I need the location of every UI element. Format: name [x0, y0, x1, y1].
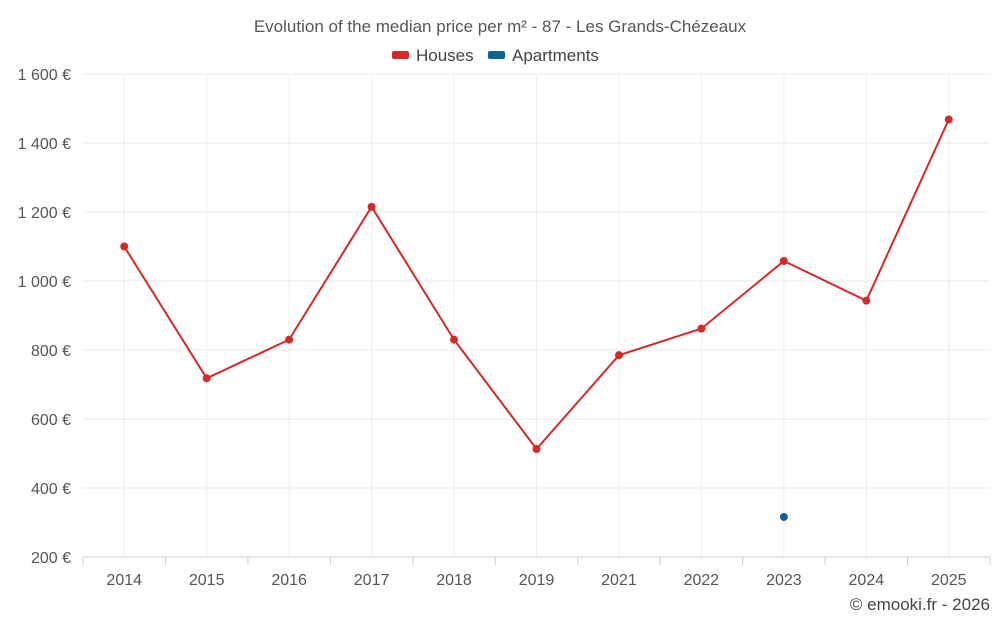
x-tick-label: 2017: [354, 572, 390, 589]
x-tick-label: 2018: [436, 572, 472, 589]
x-tick-label: 2023: [766, 572, 802, 589]
data-point-houses-2024[interactable]: [862, 296, 871, 305]
y-tick-label: 200 €: [31, 550, 71, 567]
x-axis: 2014 2015 2016 2017 2018 2019 2021 2022 2023 2024…: [82, 556, 991, 589]
data-point-apartments-2023[interactable]: [779, 512, 788, 521]
x-tick-label: 2015: [189, 572, 225, 589]
x-tick-label: 2021: [601, 572, 637, 589]
x-tick-label: 2016: [271, 572, 307, 589]
x-tick-label: 2024: [849, 572, 885, 589]
y-tick-label: 400 €: [31, 481, 71, 498]
data-point-houses-2018[interactable]: [450, 335, 459, 344]
data-point-houses-2014[interactable]: [120, 242, 129, 251]
data-point-houses-2025[interactable]: [944, 115, 953, 124]
y-tick-label: 1 400 €: [18, 136, 71, 153]
y-tick-label: 800 €: [31, 343, 71, 360]
legend-swatch-apartments: [488, 51, 505, 59]
data-point-houses-2022[interactable]: [697, 324, 706, 333]
x-tick-label: 2019: [519, 572, 555, 589]
data-point-houses-2016[interactable]: [285, 335, 294, 344]
data-point-houses-2015[interactable]: [202, 374, 211, 383]
x-tick-label: 2014: [106, 572, 142, 589]
x-tick-label: 2025: [931, 572, 967, 589]
chart-title: Evolution of the median price per m² - 8…: [254, 17, 747, 36]
gridlines: [83, 73, 990, 558]
x-tick-label: 2022: [684, 572, 720, 589]
legend-item-houses[interactable]: Houses: [392, 46, 474, 65]
y-tick-label: 600 €: [31, 412, 71, 429]
y-axis: 200 € 400 € 600 € 800 € 1 000 € 1 200 € 1 400 …: [18, 67, 71, 567]
data-point-houses-2019[interactable]: [532, 445, 541, 454]
y-tick-label: 1 000 €: [18, 274, 71, 291]
legend-label-houses: Houses: [416, 46, 474, 65]
legend-item-apartments[interactable]: Apartments: [488, 46, 599, 65]
y-tick-label: 1 200 €: [18, 205, 71, 222]
legend-label-apartments: Apartments: [512, 46, 599, 65]
credit-text: © emooki.fr - 2026: [850, 595, 990, 614]
series-layer: [120, 115, 953, 521]
data-point-houses-2021[interactable]: [614, 351, 623, 360]
legend: Houses Apartments: [392, 46, 599, 65]
data-point-houses-2023[interactable]: [779, 256, 788, 265]
data-point-houses-2017[interactable]: [367, 202, 376, 211]
y-tick-label: 1 600 €: [18, 67, 71, 84]
legend-swatch-houses: [392, 51, 409, 59]
